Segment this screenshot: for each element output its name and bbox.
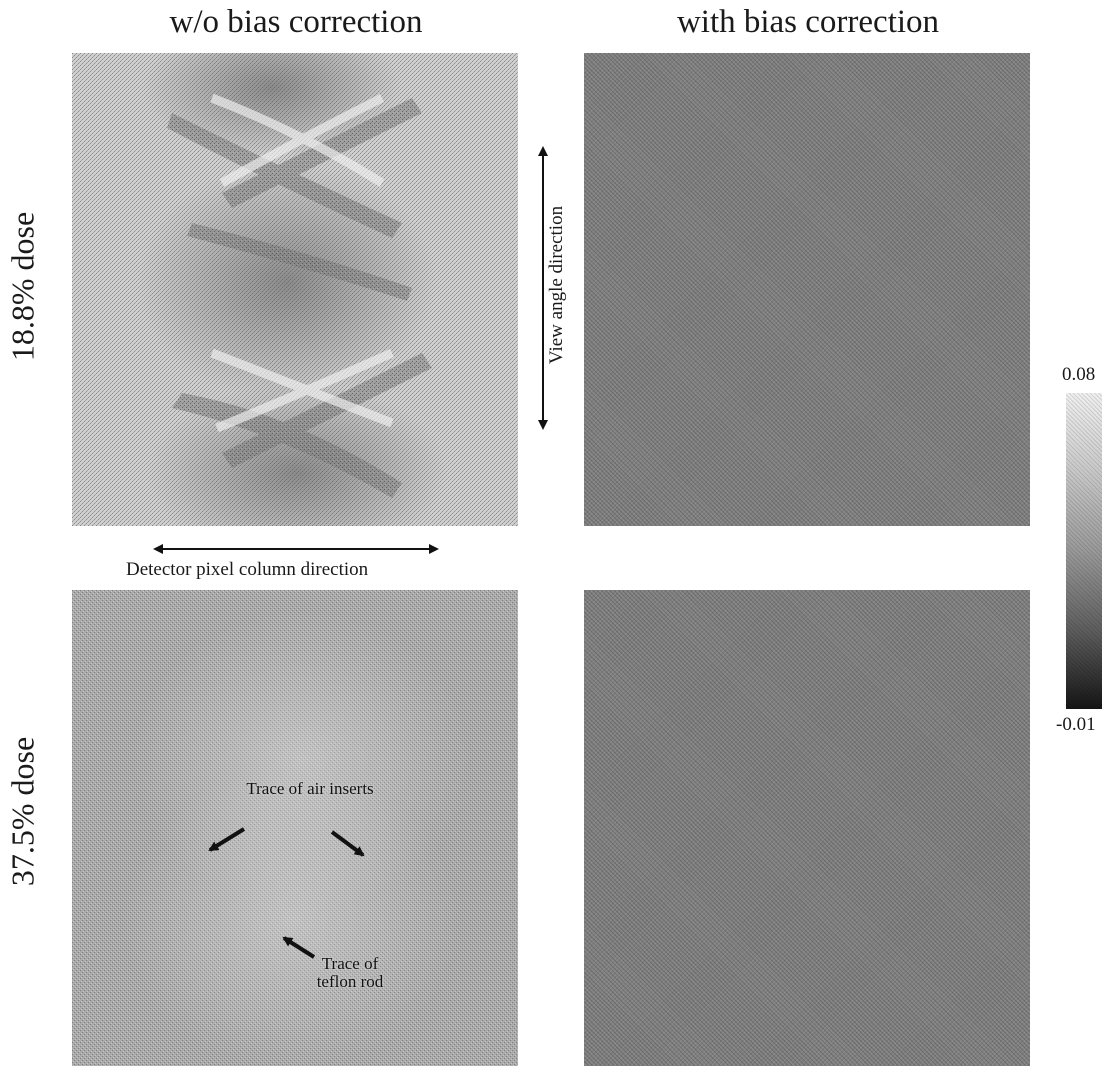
panel-bottom-right-image (584, 590, 1030, 1066)
row-label-top: 18.8% dose (4, 211, 41, 362)
view-direction-label: View angle direction (546, 205, 567, 365)
teflon-rod-annotation: Trace of teflon rod (316, 954, 384, 991)
detector-direction-label: Detector pixel column direction (126, 559, 369, 580)
panel-top-right-image (584, 53, 1030, 526)
colorbar-max-label: 0.08 (1062, 364, 1096, 385)
column-title-without-correction: w/o bias correction (169, 4, 423, 40)
column-title-with-correction: with bias correction (676, 4, 940, 40)
air-inserts-annotation: Trace of air inserts (246, 779, 374, 798)
panel-bottom-left-image (72, 590, 518, 1066)
colorbar-min-label: -0.01 (1056, 714, 1096, 735)
row-label-bottom: 37.5% dose (4, 736, 41, 887)
colorbar (1066, 393, 1102, 709)
panel-top-left-image (72, 53, 518, 526)
